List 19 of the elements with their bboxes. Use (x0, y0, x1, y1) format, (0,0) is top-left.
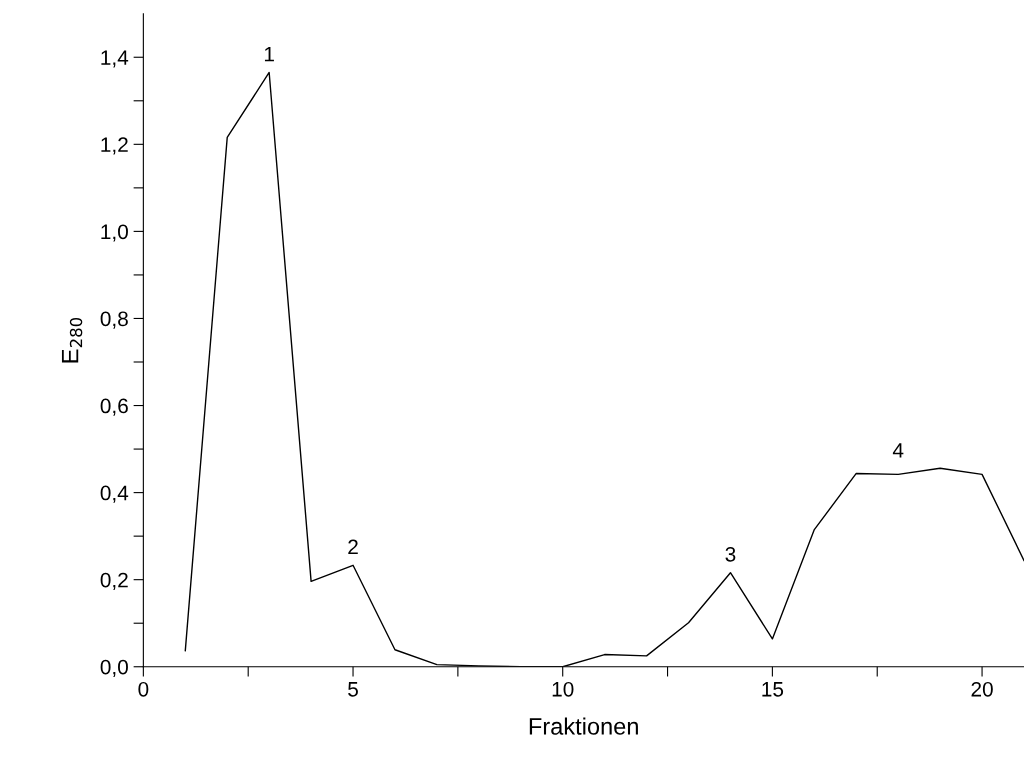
x-tick-label: 20 (971, 681, 993, 697)
x-tick-label: 10 (552, 681, 574, 697)
y-tick-label: 0,2 (100, 572, 128, 590)
y-tick-label: 0,8 (100, 311, 128, 329)
annotation: 3 (725, 546, 736, 562)
y-axis-title: E$_{280}$ (61, 317, 83, 363)
annotation: 2 (348, 539, 358, 555)
annotation: 1 (264, 46, 274, 62)
x-axis-title: Fraktionen (529, 717, 638, 735)
y-tick-label: 1,0 (101, 224, 128, 242)
y-tick-label: 0,0 (100, 659, 128, 677)
y-tick-label: 0,6 (100, 398, 128, 416)
annotation: 4 (892, 443, 904, 458)
x-tick-label: 15 (762, 682, 784, 697)
x-tick-label: 5 (348, 682, 358, 697)
y-tick-label: 0,4 (100, 485, 129, 503)
y-tick-label: 1,4 (101, 50, 129, 68)
y-tick-label: 1,2 (101, 137, 128, 155)
x-tick-label: 0 (138, 681, 149, 697)
